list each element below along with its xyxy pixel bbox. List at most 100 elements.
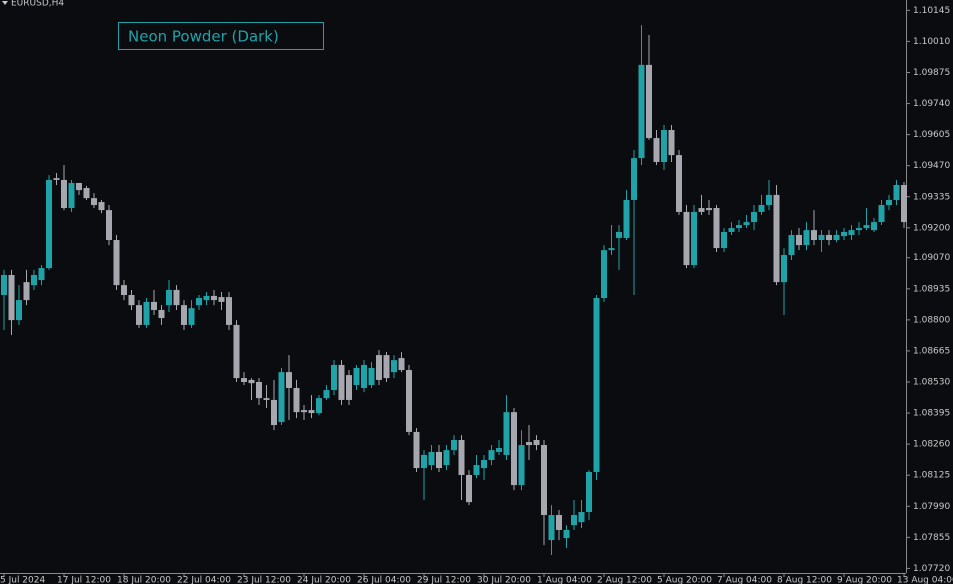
x-tick-label: 29 Jul 12:00 bbox=[417, 576, 471, 584]
candle-body bbox=[406, 370, 412, 432]
candle-body bbox=[841, 231, 847, 237]
candle-body bbox=[338, 364, 345, 400]
candle-body bbox=[653, 138, 660, 163]
y-tick-label: 1.07855 bbox=[913, 533, 950, 543]
candle-body bbox=[488, 450, 495, 461]
candle-body bbox=[743, 222, 750, 226]
x-tick-label: 5 Jul 2024 bbox=[0, 576, 45, 584]
y-tick-label: 1.08665 bbox=[913, 346, 950, 356]
x-tick-label: 1 Aug 04:00 bbox=[537, 576, 592, 584]
x-tick-label: 9 Aug 20:00 bbox=[837, 576, 892, 584]
candle-body bbox=[68, 182, 75, 209]
candle-body bbox=[593, 298, 600, 472]
candle-body bbox=[61, 179, 67, 209]
candle-body bbox=[706, 208, 712, 211]
candle-body bbox=[166, 289, 172, 306]
candle-body bbox=[196, 298, 202, 306]
candle-body bbox=[856, 228, 862, 231]
y-tick-label: 1.07990 bbox=[913, 502, 950, 512]
candle-body bbox=[713, 208, 720, 249]
candle-body bbox=[128, 295, 135, 306]
candle-body bbox=[181, 305, 187, 325]
candle-body bbox=[886, 199, 892, 206]
candle-body bbox=[76, 182, 82, 191]
candle-body bbox=[233, 324, 240, 379]
candle-body bbox=[893, 185, 900, 200]
candle-body bbox=[158, 309, 165, 319]
candle-body bbox=[623, 199, 630, 238]
candle-body bbox=[466, 474, 472, 503]
candle-body bbox=[368, 367, 375, 385]
candle-body bbox=[91, 198, 97, 206]
candle-body bbox=[646, 64, 652, 139]
candle-body bbox=[863, 225, 870, 229]
candle-body bbox=[308, 410, 315, 414]
theme-label: Neon Powder (Dark) bbox=[128, 28, 279, 46]
candle-body bbox=[428, 451, 435, 466]
candle-body bbox=[16, 300, 22, 321]
candle-body bbox=[293, 387, 300, 413]
candle-body bbox=[23, 282, 30, 301]
candle-body bbox=[383, 355, 390, 379]
y-tick-label: 1.09335 bbox=[913, 192, 950, 202]
candle-body bbox=[398, 358, 405, 371]
candle-body bbox=[758, 205, 765, 212]
candle-body bbox=[781, 254, 787, 283]
candle-body bbox=[106, 210, 112, 241]
candle-body bbox=[443, 450, 450, 466]
candle-body bbox=[151, 301, 157, 310]
symbol-label: EURUSD,H4 bbox=[11, 0, 64, 9]
candle-body bbox=[271, 399, 277, 426]
y-tick-label: 1.09740 bbox=[913, 99, 950, 109]
candle-body bbox=[38, 268, 45, 281]
candle-body bbox=[878, 205, 885, 223]
candle-body bbox=[683, 211, 690, 266]
candle-body bbox=[458, 439, 465, 475]
x-tick-label: 26 Jul 04:00 bbox=[357, 576, 411, 584]
candle-body bbox=[556, 515, 562, 530]
candle-body bbox=[316, 398, 322, 414]
y-tick-label: 1.10010 bbox=[913, 37, 950, 47]
candle-body bbox=[451, 439, 457, 451]
candle-body bbox=[136, 305, 142, 325]
y-tick-label: 1.08125 bbox=[913, 471, 950, 481]
candle-body bbox=[113, 240, 120, 286]
candle-body bbox=[871, 222, 877, 231]
y-tick-label: 1.09605 bbox=[913, 130, 950, 140]
y-tick-label: 1.08395 bbox=[913, 409, 950, 419]
candle-body bbox=[331, 364, 337, 391]
candle-body bbox=[436, 451, 442, 469]
candle-body bbox=[413, 431, 420, 469]
candle-body bbox=[826, 234, 832, 241]
y-tick-label: 1.09070 bbox=[913, 253, 950, 263]
candle-body bbox=[188, 308, 195, 325]
y-tick-label: 1.09470 bbox=[913, 161, 950, 171]
candle-body bbox=[323, 390, 330, 399]
x-tick-label: 30 Jul 20:00 bbox=[477, 576, 531, 584]
candle-body bbox=[346, 375, 352, 400]
candle-body bbox=[766, 194, 772, 206]
candle-body bbox=[578, 512, 585, 523]
candle-body bbox=[473, 465, 480, 475]
candle-body bbox=[286, 372, 292, 388]
candle-body bbox=[608, 248, 615, 251]
candle-body bbox=[601, 250, 607, 299]
candle-body bbox=[698, 208, 705, 212]
candle-body bbox=[676, 155, 682, 212]
candle-body bbox=[481, 460, 487, 469]
candle-body bbox=[661, 130, 667, 163]
candle-body bbox=[31, 274, 37, 286]
candle-body bbox=[121, 285, 127, 296]
candle-body bbox=[818, 234, 825, 241]
candle-body bbox=[421, 454, 427, 469]
symbol-arrow bbox=[2, 1, 8, 5]
candle-body bbox=[256, 382, 262, 399]
candle-body bbox=[526, 442, 532, 446]
candle-body bbox=[226, 297, 232, 325]
candle-body bbox=[391, 360, 397, 373]
y-tick-label: 1.10145 bbox=[913, 6, 950, 16]
candle-body bbox=[203, 295, 210, 301]
x-tick-label: 17 Jul 12:00 bbox=[57, 576, 111, 584]
